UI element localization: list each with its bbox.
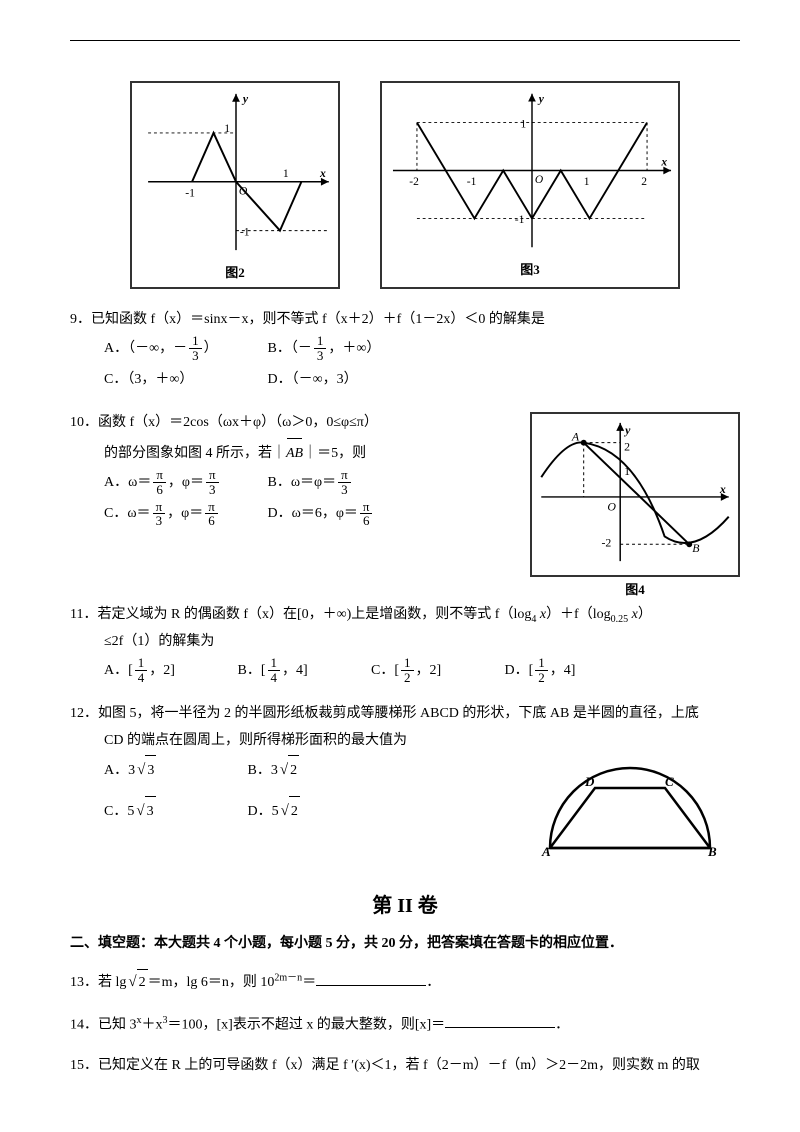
question-15: 15．已知定义在 R 上的可导函数 f（x）满足 f ′(x)＜1，若 f（2－… [70, 1053, 740, 1080]
q12-opt-c: C．53 [104, 795, 234, 828]
svg-text:1: 1 [224, 122, 230, 135]
svg-text:-1: -1 [240, 225, 250, 238]
svg-text:-1: -1 [467, 176, 477, 188]
figure-4-label: 图4 [530, 579, 740, 598]
figure-2-label: 图2 [138, 262, 332, 281]
q11-opt-c: C．[12，2] [371, 656, 491, 687]
q12-opt-a: A．33 [104, 754, 234, 787]
question-9: 9．已知函数 f（x）＝sinx－x，则不等式 f（x＋2）＋f（1－2x）＜0… [70, 307, 740, 396]
figure-4: A B y x O 2 1 -2 图4 [530, 412, 740, 598]
svg-text:B: B [692, 542, 699, 556]
svg-text:B: B [707, 844, 717, 858]
q9-opt-d: D．（－∞，3） [268, 365, 418, 396]
figure-3-label: 图3 [388, 259, 672, 278]
figure-3: y x O 1 -1 -2 -1 1 2 图3 [380, 81, 680, 289]
q10-opt-a: A．ω＝π6，φ＝π3 [104, 468, 254, 499]
vector-ab: AB [286, 437, 303, 468]
svg-text:O: O [239, 184, 248, 197]
section-2-desc: 二、填空题：本大题共 4 个小题，每小题 5 分，共 20 分，把答案填在答题卡… [70, 932, 740, 952]
svg-text:-1: -1 [515, 214, 525, 226]
q10-opt-d: D．ω＝6，φ＝π6 [268, 499, 418, 530]
svg-text:1: 1 [520, 118, 526, 130]
svg-text:1: 1 [584, 176, 590, 188]
q10-opt-c: C．ω＝π3，φ＝π6 [104, 499, 254, 530]
q11-opt-d: D．[12，4] [505, 656, 625, 687]
q12-opt-b: B．32 [248, 754, 378, 787]
svg-text:D: D [584, 774, 595, 789]
svg-text:-2: -2 [409, 176, 419, 188]
svg-text:x: x [660, 157, 667, 169]
svg-text:x: x [719, 482, 726, 496]
q9-opt-c: C．（3，＋∞） [104, 365, 254, 396]
section-2-title: 第 II 卷 [70, 889, 740, 918]
q9-opt-a: A．（－∞，－13） [104, 334, 254, 365]
svg-text:x: x [319, 167, 326, 180]
figure-row: y x O 1 -1 -1 1 图2 y x O 1 -1 -2 -1 [100, 81, 710, 289]
svg-text:-1: -1 [185, 186, 195, 199]
figure-2: y x O 1 -1 -1 1 图2 [130, 81, 340, 289]
question-12: 12．如图 5，将一半径为 2 的半圆形纸板裁剪成等腰梯形 ABCD 的形状，下… [70, 701, 740, 869]
svg-text:O: O [607, 500, 616, 514]
svg-text:y: y [537, 93, 545, 105]
svg-text:-2: -2 [601, 536, 611, 550]
question-11: 11．若定义域为 R 的偶函数 f（x）在[0，＋∞)上是增函数，则不等式 f（… [70, 602, 740, 687]
q9-stem: 9．已知函数 f（x）＝sinx－x，则不等式 f（x＋2）＋f（1－2x）＜0… [70, 312, 545, 327]
svg-text:1: 1 [624, 465, 630, 479]
q12-opt-d: D．52 [248, 795, 378, 828]
svg-text:A: A [541, 844, 551, 858]
svg-text:1: 1 [283, 167, 289, 180]
q10-stem-1: 10．函数 f（x）＝2cos（ωx＋φ）（ω＞0，0≤φ≤π） [70, 415, 378, 430]
q11-opt-a: A．[14，2] [104, 656, 224, 687]
question-13: 13．若 lg2＝m，lg 6＝n，则 102m－n＝． [70, 968, 740, 997]
svg-text:2: 2 [641, 176, 647, 188]
svg-text:A: A [571, 430, 580, 444]
figure-5: A B C D [540, 758, 720, 869]
q11-opt-b: B．[14，4] [238, 656, 358, 687]
q9-opt-b: B．（－13，＋∞） [268, 334, 418, 365]
q13-blank[interactable] [316, 972, 426, 986]
svg-text:O: O [535, 174, 544, 186]
svg-text:2: 2 [624, 440, 630, 454]
question-14: 14．已知 3x＋x3＝100，[x]表示不超过 x 的最大整数，则[x]＝． [70, 1011, 740, 1039]
svg-text:y: y [623, 423, 631, 437]
svg-text:C: C [665, 774, 674, 789]
q14-blank[interactable] [445, 1014, 555, 1028]
svg-text:y: y [241, 93, 249, 106]
q10-opt-b: B．ω＝φ＝π3 [268, 468, 418, 499]
page-rule [70, 40, 740, 41]
